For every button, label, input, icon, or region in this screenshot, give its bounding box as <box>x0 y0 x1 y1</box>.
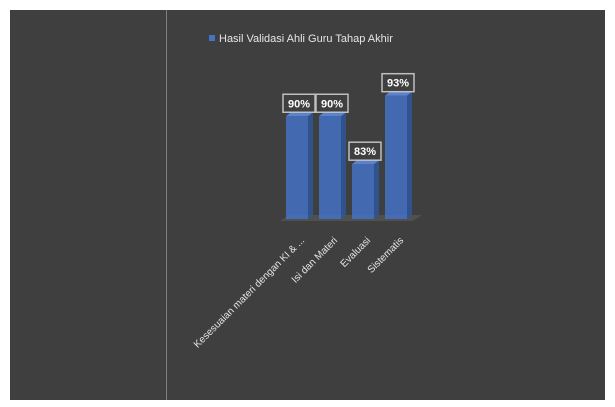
bars <box>286 91 412 219</box>
legend-swatch <box>209 35 215 41</box>
bar <box>319 116 341 219</box>
panel-divider <box>166 10 167 400</box>
data-label-box <box>315 93 349 113</box>
bar-side <box>341 112 346 219</box>
data-label: 90% <box>288 98 310 110</box>
data-label: 90% <box>321 98 343 110</box>
bar-side <box>308 112 313 219</box>
data-label-box <box>381 72 415 93</box>
bar <box>385 95 407 219</box>
bar-top <box>319 112 346 117</box>
data-label-box <box>348 141 382 161</box>
bar-side <box>374 160 379 219</box>
bar-top <box>385 91 412 96</box>
category-label: Kesesuaian materi dengan KI & ... <box>192 235 307 350</box>
legend-label: Hasil Validasi Ahli Guru Tahap Akhir <box>219 33 393 45</box>
bar <box>286 116 308 219</box>
bar-top <box>286 112 313 117</box>
data-label-box <box>282 93 316 113</box>
bar <box>352 164 374 219</box>
category-labels: Kesesuaian materi dengan KI & ...Isi dan… <box>192 235 406 350</box>
bar-side <box>407 91 412 219</box>
data-label: 93% <box>387 78 409 90</box>
bar-top <box>352 160 379 165</box>
category-label: Sistematis <box>366 235 406 275</box>
legend: Hasil Validasi Ahli Guru Tahap Akhir <box>209 33 393 45</box>
data-label: 83% <box>354 146 376 158</box>
data-labels: 90% 90% 83% 93% <box>282 72 415 161</box>
